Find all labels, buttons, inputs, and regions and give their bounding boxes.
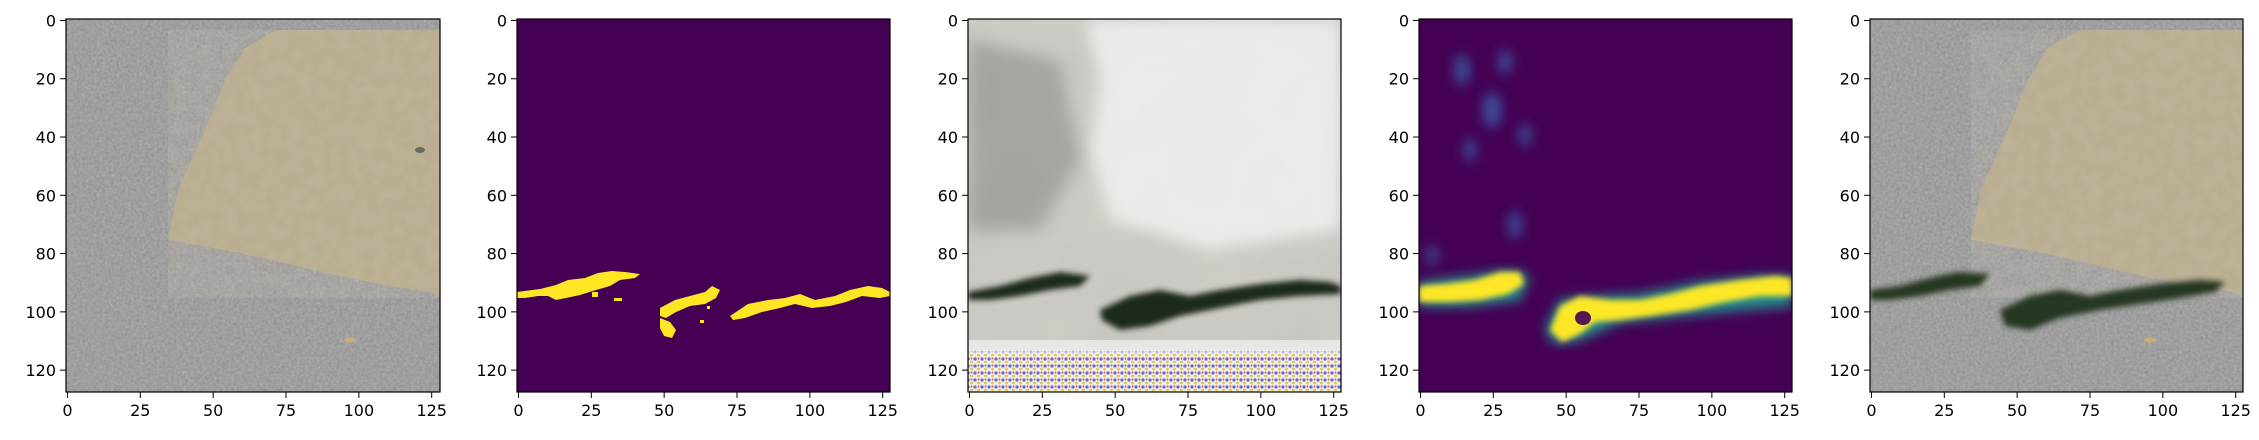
y-tick-label: 20 xyxy=(1389,70,1409,89)
y-tick-label: 100 xyxy=(25,303,56,322)
y-tick-label: 0 xyxy=(1850,11,1860,30)
composited-crack-left xyxy=(1870,272,1990,300)
x-tick-label: 100 xyxy=(2148,401,2179,420)
y-tick-label: 0 xyxy=(1399,11,1409,30)
generated-crack-left xyxy=(968,272,1090,300)
y-tick-label: 100 xyxy=(476,303,507,322)
axis-ticks: 0 25 50 75 100 125 0 20 40 60 80 100 120 0 25 50 75 100 12… xyxy=(25,11,2251,420)
y-tick-label: 120 xyxy=(927,361,958,380)
y-tick-label: 80 xyxy=(938,245,958,264)
predicted-crack-left xyxy=(1419,272,1524,302)
x-tick-label: 75 xyxy=(1629,401,1649,420)
panel-ground-truth-mask xyxy=(517,19,890,392)
y-tick-label: 80 xyxy=(1389,245,1409,264)
y-tick-label: 40 xyxy=(1389,128,1409,147)
x-tick-label: 100 xyxy=(795,401,826,420)
x-tick-label: 50 xyxy=(1556,401,1576,420)
mask-crack-left xyxy=(517,271,640,300)
x-tick-label: 25 xyxy=(1032,401,1052,420)
x-tick-label: 25 xyxy=(581,401,601,420)
panel-composited-image xyxy=(1870,19,2243,392)
panel-generated-image xyxy=(968,19,1341,392)
x-tick-label: 0 xyxy=(513,401,523,420)
y-tick-label: 20 xyxy=(938,70,958,89)
x-tick-label: 50 xyxy=(2007,401,2027,420)
x-tick-label: 75 xyxy=(1178,401,1198,420)
x-tick-label: 50 xyxy=(654,401,674,420)
y-tick-label: 120 xyxy=(1829,361,1860,380)
x-tick-label: 0 xyxy=(1866,401,1876,420)
mask-crack-right xyxy=(660,286,720,318)
axes-frames xyxy=(65,18,2244,393)
y-tick-label: 60 xyxy=(36,186,56,205)
panel-input-image xyxy=(66,19,440,392)
y-tick-label: 120 xyxy=(476,361,507,380)
y-tick-label: 80 xyxy=(1840,245,1860,264)
x-tick-label: 0 xyxy=(964,401,974,420)
panel-predicted-mask xyxy=(1419,19,1792,392)
x-tick-label: 75 xyxy=(2080,401,2100,420)
y-tick-label: 80 xyxy=(36,245,56,264)
x-tick-label: 100 xyxy=(344,401,375,420)
x-tick-label: 125 xyxy=(2220,401,2251,420)
y-tick-label: 20 xyxy=(487,70,507,89)
y-tick-label: 40 xyxy=(487,128,507,147)
x-tick-label: 25 xyxy=(1934,401,1954,420)
y-tick-label: 120 xyxy=(25,361,56,380)
x-tick-label: 75 xyxy=(727,401,747,420)
x-tick-label: 25 xyxy=(130,401,150,420)
y-tick-label: 60 xyxy=(1389,186,1409,205)
y-tick-label: 40 xyxy=(938,128,958,147)
composited-crack-right xyxy=(2000,280,2225,330)
y-tick-label: 0 xyxy=(948,11,958,30)
y-tick-label: 100 xyxy=(1378,303,1409,322)
y-tick-label: 80 xyxy=(487,245,507,264)
y-tick-label: 60 xyxy=(938,186,958,205)
x-tick-label: 125 xyxy=(867,401,898,420)
y-tick-label: 60 xyxy=(487,186,507,205)
x-tick-label: 75 xyxy=(276,401,296,420)
y-tick-label: 20 xyxy=(36,70,56,89)
y-tick-label: 60 xyxy=(1840,186,1860,205)
x-tick-label: 100 xyxy=(1246,401,1277,420)
y-tick-label: 0 xyxy=(46,11,56,30)
y-tick-label: 120 xyxy=(1378,361,1409,380)
x-tick-label: 125 xyxy=(1318,401,1349,420)
y-tick-label: 20 xyxy=(1840,70,1860,89)
y-tick-label: 40 xyxy=(1840,128,1860,147)
x-tick-label: 125 xyxy=(1769,401,1800,420)
y-tick-label: 100 xyxy=(927,303,958,322)
y-tick-label: 0 xyxy=(497,11,507,30)
generated-crack-right xyxy=(1100,280,1341,330)
x-tick-label: 0 xyxy=(62,401,72,420)
y-tick-label: 40 xyxy=(36,128,56,147)
x-tick-label: 50 xyxy=(203,401,223,420)
x-tick-label: 50 xyxy=(1105,401,1125,420)
x-tick-label: 25 xyxy=(1483,401,1503,420)
y-tick-label: 100 xyxy=(1829,303,1860,322)
x-tick-label: 0 xyxy=(1415,401,1425,420)
x-tick-label: 125 xyxy=(416,401,447,420)
predicted-crack-right xyxy=(1550,276,1792,342)
x-tick-label: 100 xyxy=(1697,401,1728,420)
